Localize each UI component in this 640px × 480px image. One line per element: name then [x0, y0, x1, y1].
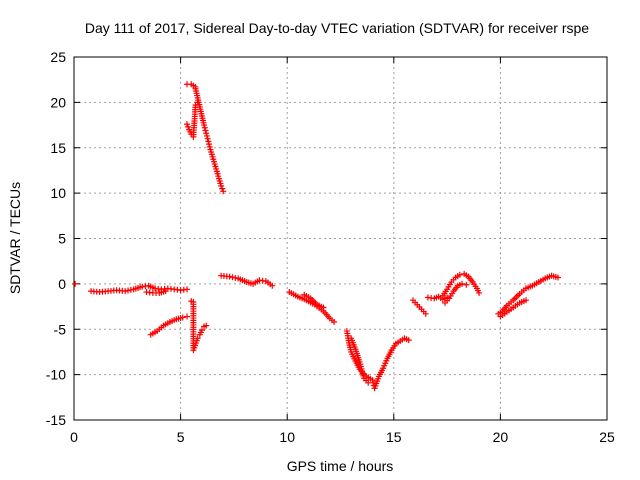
x-tick-label: 15	[386, 429, 402, 445]
data-point	[232, 274, 239, 281]
x-axis-label: GPS time / hours	[287, 458, 394, 474]
x-tick-label: 20	[493, 429, 509, 445]
y-tick-label: 20	[50, 94, 66, 110]
data-point	[162, 288, 169, 295]
data-point	[320, 304, 327, 311]
data-point	[206, 141, 213, 148]
data-point	[554, 274, 561, 281]
data-point	[422, 310, 429, 317]
data-point	[405, 337, 412, 344]
data-point	[218, 182, 225, 189]
data-point	[269, 282, 276, 289]
data-point	[369, 377, 376, 384]
data-point	[206, 143, 213, 150]
data-point	[201, 124, 208, 131]
data-point	[122, 288, 129, 295]
x-tick-label: 25	[599, 429, 615, 445]
y-tick-label: -10	[46, 367, 66, 383]
data-point	[194, 335, 201, 342]
data-point	[203, 132, 210, 139]
y-tick-label: 5	[58, 231, 66, 247]
data-point	[219, 185, 226, 192]
data-point	[229, 274, 236, 281]
data-point	[456, 271, 463, 278]
y-axis-label: SDTVAR / TECUs	[7, 182, 23, 294]
y-tick-label: -5	[54, 321, 67, 337]
data-point	[198, 327, 205, 334]
data-point	[476, 289, 483, 296]
data-point	[179, 314, 186, 321]
data-point	[203, 130, 210, 137]
data-point	[365, 379, 372, 386]
data-point	[204, 135, 211, 142]
data-point	[226, 273, 233, 280]
y-tick-label: 15	[50, 140, 66, 156]
y-tick-label: 25	[50, 49, 66, 65]
data-point	[463, 281, 470, 288]
data-point	[522, 297, 529, 304]
data-point	[459, 280, 466, 287]
y-tick-label: -15	[46, 412, 66, 428]
data-point	[205, 138, 212, 145]
x-tick-label: 10	[279, 429, 295, 445]
data-point	[72, 280, 79, 287]
data-point	[331, 318, 338, 325]
x-tick-label: 5	[177, 429, 185, 445]
data-point	[202, 127, 209, 134]
x-tick-label: 0	[70, 429, 78, 445]
data-point	[127, 286, 134, 293]
data-point	[194, 99, 201, 106]
data-point	[183, 313, 190, 320]
data-points	[72, 81, 561, 392]
tick-layer: 0 5 10 15 20 25 -15 -10 -5 0 5 10 15 20 25	[46, 49, 615, 445]
y-tick-label: 0	[58, 276, 66, 292]
chart-title: Day 111 of 2017, Sidereal Day-to-day VTE…	[85, 20, 589, 36]
data-point	[201, 122, 208, 129]
data-point	[183, 286, 190, 293]
data-point	[220, 188, 227, 195]
y-tick-label: 10	[50, 185, 66, 201]
data-point	[185, 123, 192, 130]
data-point	[183, 121, 190, 128]
data-point	[203, 322, 210, 329]
data-point	[125, 287, 132, 294]
grid-layer	[74, 57, 607, 420]
